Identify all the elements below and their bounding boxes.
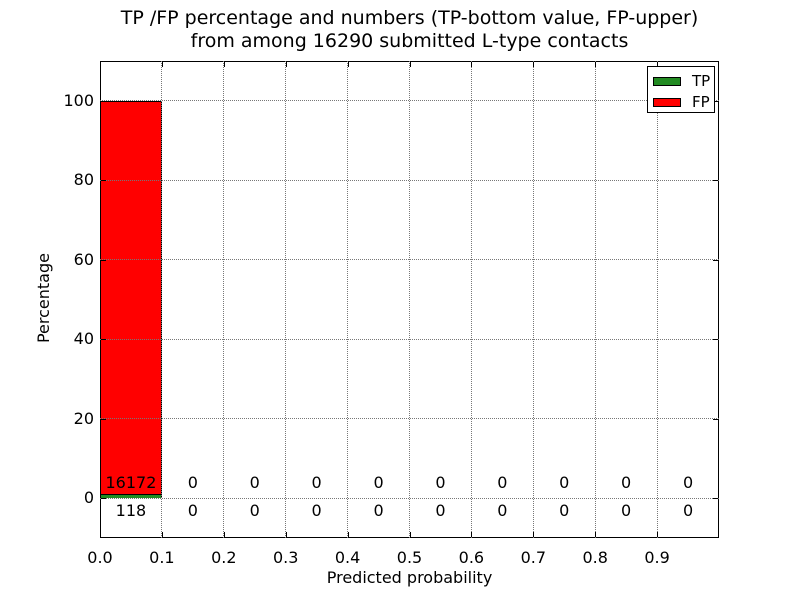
gridline-horizontal bbox=[100, 179, 719, 181]
count-label-tp: 118 bbox=[115, 501, 147, 521]
y-tick-mark bbox=[101, 259, 106, 261]
count-label-tp: 0 bbox=[497, 501, 508, 521]
x-tick-mark bbox=[161, 62, 163, 67]
gridline-horizontal bbox=[100, 259, 719, 261]
gridline-vertical bbox=[409, 61, 410, 538]
gridline-horizontal bbox=[100, 418, 719, 420]
x-tick-mark bbox=[533, 532, 535, 537]
x-tick-mark bbox=[347, 532, 349, 537]
x-tick-label: 0.5 bbox=[396, 548, 423, 567]
y-tick-label: 0 bbox=[83, 488, 94, 508]
chart-title-line2: from among 16290 submitted L-type contac… bbox=[190, 30, 629, 52]
gridline-horizontal bbox=[100, 100, 719, 102]
x-tick-label: 0.3 bbox=[272, 548, 299, 567]
chart-title: TP /FP percentage and numbers (TP-bottom… bbox=[100, 7, 719, 53]
x-axis-label: Predicted probability bbox=[326, 568, 493, 587]
gridline-vertical bbox=[285, 61, 287, 538]
y-tick-mark bbox=[713, 339, 718, 341]
count-label-tp: 0 bbox=[435, 501, 446, 521]
y-tick-label: 80 bbox=[73, 170, 94, 190]
x-tick-mark bbox=[657, 62, 659, 67]
y-tick-mark bbox=[101, 498, 106, 500]
x-tick-label: 0.7 bbox=[520, 548, 547, 567]
gridline-vertical bbox=[532, 61, 534, 538]
y-tick-mark bbox=[713, 418, 718, 420]
count-label-fp: 0 bbox=[373, 473, 384, 493]
gridline-vertical bbox=[594, 61, 596, 538]
gridline-vertical bbox=[656, 61, 658, 538]
x-tick-label: 0.4 bbox=[334, 548, 361, 567]
y-tick-mark bbox=[101, 180, 106, 182]
count-label-fp: 0 bbox=[249, 473, 260, 493]
x-tick-label: 0.8 bbox=[582, 548, 608, 567]
y-tick-label: 20 bbox=[73, 408, 94, 428]
x-tick-mark bbox=[223, 62, 225, 67]
gridline-horizontal bbox=[100, 497, 719, 499]
count-label-tp: 0 bbox=[187, 501, 198, 521]
legend-swatch-tp-icon bbox=[653, 76, 681, 86]
gridline-vertical bbox=[161, 61, 163, 538]
y-tick-mark bbox=[101, 418, 106, 420]
x-tick-mark bbox=[223, 532, 225, 537]
x-tick-mark bbox=[347, 62, 349, 67]
y-tick-mark bbox=[713, 498, 718, 500]
y-tick-label: 60 bbox=[73, 249, 94, 269]
x-tick-mark bbox=[471, 532, 473, 537]
x-tick-mark bbox=[409, 62, 411, 67]
y-tick-mark bbox=[101, 100, 106, 102]
count-label-fp: 0 bbox=[187, 473, 198, 493]
x-tick-mark bbox=[595, 62, 597, 67]
x-tick-mark bbox=[100, 532, 101, 537]
count-label-fp: 0 bbox=[682, 473, 694, 493]
legend-item-tp: TP bbox=[648, 71, 714, 91]
count-label-tp: 0 bbox=[311, 501, 322, 521]
x-tick-mark bbox=[657, 532, 659, 537]
count-label-tp: 0 bbox=[682, 501, 694, 521]
legend-swatch-fp-icon bbox=[653, 97, 681, 107]
count-label-tp: 0 bbox=[249, 501, 260, 521]
x-tick-label: 0.0 bbox=[87, 548, 113, 567]
y-tick-label: 100 bbox=[63, 90, 94, 110]
x-tick-label: 0.2 bbox=[211, 548, 237, 567]
gridline-horizontal bbox=[100, 338, 719, 340]
x-tick-mark bbox=[595, 532, 597, 537]
count-label-fp: 0 bbox=[311, 473, 322, 493]
y-tick-mark bbox=[713, 100, 718, 102]
x-tick-mark bbox=[409, 532, 411, 537]
x-tick-label: 0.9 bbox=[644, 548, 670, 567]
y-tick-mark bbox=[101, 339, 106, 341]
gridline-vertical bbox=[347, 61, 349, 538]
chart-title-line1: TP /FP percentage and numbers (TP-bottom… bbox=[120, 7, 699, 29]
count-label-fp: 16172 bbox=[105, 473, 157, 493]
x-tick-mark bbox=[471, 62, 473, 67]
bar-segment-fp bbox=[100, 100, 162, 496]
legend-label-tp: TP bbox=[692, 71, 711, 90]
gridline-vertical bbox=[223, 61, 225, 538]
count-label-fp: 0 bbox=[497, 473, 508, 493]
count-label-tp: 0 bbox=[373, 501, 384, 521]
x-tick-mark bbox=[100, 62, 101, 67]
count-label-fp: 0 bbox=[621, 473, 632, 493]
gridline-vertical bbox=[470, 61, 472, 538]
x-tick-mark bbox=[161, 532, 163, 537]
count-label-fp: 0 bbox=[559, 473, 570, 493]
legend-label-fp: FP bbox=[692, 92, 710, 111]
legend: TP FP bbox=[647, 66, 715, 113]
x-tick-mark bbox=[285, 62, 287, 67]
x-tick-mark bbox=[285, 532, 287, 537]
legend-item-fp: FP bbox=[648, 92, 714, 112]
x-tick-mark bbox=[533, 62, 535, 67]
count-label-fp: 0 bbox=[435, 473, 446, 493]
y-tick-mark bbox=[713, 259, 718, 261]
x-tick-label: 0.1 bbox=[149, 548, 175, 567]
count-label-tp: 0 bbox=[621, 501, 632, 521]
x-tick-label: 0.6 bbox=[458, 548, 485, 567]
y-tick-mark bbox=[713, 180, 718, 182]
y-tick-label: 40 bbox=[73, 329, 94, 349]
count-label-tp: 0 bbox=[559, 501, 570, 521]
